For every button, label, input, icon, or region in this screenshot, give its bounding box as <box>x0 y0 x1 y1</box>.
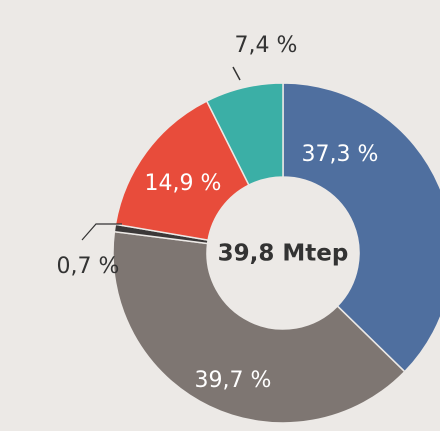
donut-slice <box>205 82 284 187</box>
donut-slice <box>114 100 250 242</box>
value-label: 0,7 % <box>57 254 120 279</box>
leader-line <box>232 66 241 81</box>
leader-line <box>81 223 122 241</box>
value-label: 39,7 % <box>195 368 272 393</box>
donut-slice <box>112 230 406 424</box>
value-label: 37,3 % <box>302 142 379 167</box>
donut-slice <box>282 82 440 373</box>
center-label: 39,8 Mtep <box>218 241 349 267</box>
value-label: 7,4 % <box>235 33 298 58</box>
value-label: 14,9 % <box>145 171 222 196</box>
